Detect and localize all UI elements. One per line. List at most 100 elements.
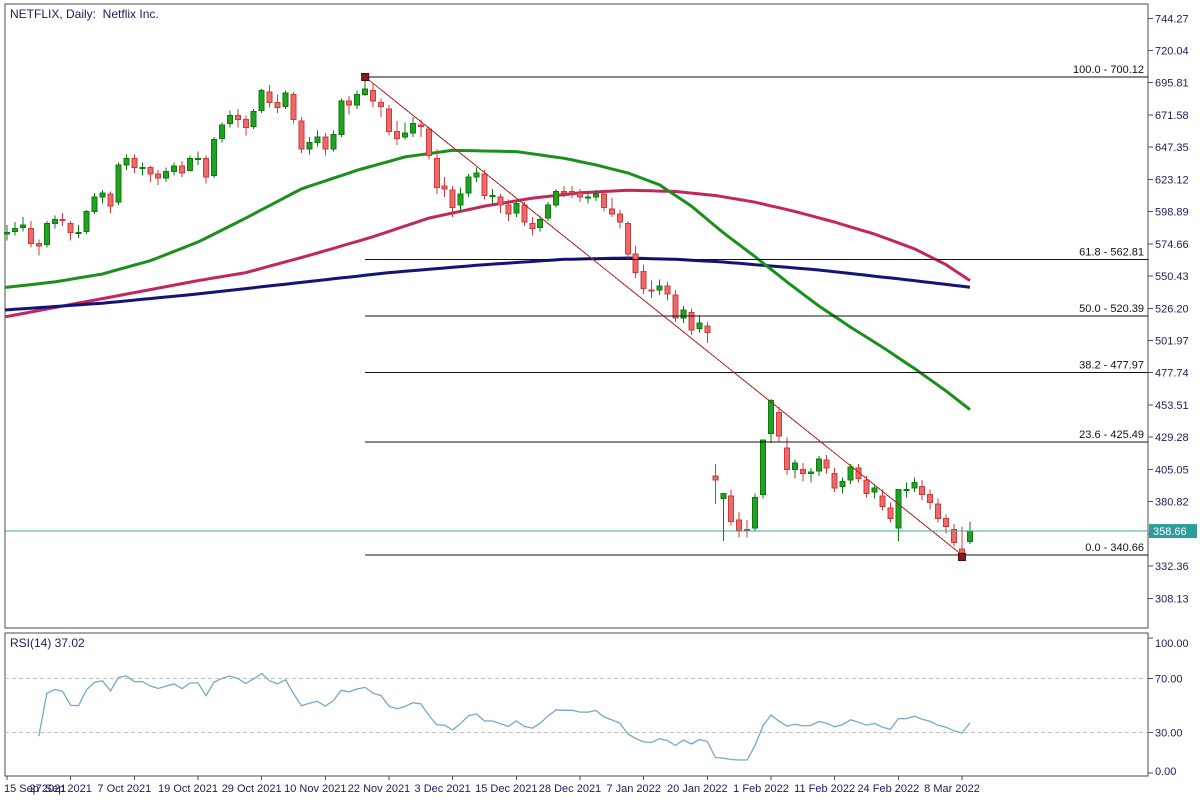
bear-candle [664, 285, 671, 295]
bull-candle [163, 171, 170, 179]
fib-level-label: 61.8 - 562.81 [1079, 247, 1144, 259]
bear-candle [831, 472, 838, 489]
bull-candle [847, 466, 854, 481]
bear-candle [927, 494, 934, 504]
date-axis-label: 28 Dec 2021 [539, 783, 601, 795]
bear-candle [131, 157, 138, 169]
ma-navy-line [5, 256, 971, 312]
price-axis-label: 501.97 [1155, 335, 1189, 347]
ma-green-line [5, 148, 971, 411]
bear-candle [266, 91, 273, 103]
current-price-badge [1149, 524, 1197, 539]
bear-candle [378, 101, 384, 107]
date-axis-label: 15 Dec 2021 [475, 783, 537, 795]
fib-anchor-end[interactable] [958, 553, 966, 561]
bear-candle [863, 479, 870, 494]
bull-candle [409, 123, 416, 134]
chart-title: NETFLIX, Daily: Netflix Inc. [10, 7, 159, 21]
bull-candle [115, 164, 122, 203]
bear-candle [823, 459, 830, 469]
bear-candle [449, 189, 456, 208]
bull-candle [903, 488, 910, 492]
rsi-axis-label: 0.00 [1155, 766, 1176, 778]
bull-candle [720, 492, 727, 500]
fib-anchor-start[interactable] [361, 72, 370, 81]
bull-candle [752, 496, 759, 529]
price-axis-label: 623.12 [1155, 174, 1189, 186]
bear-candle [394, 131, 400, 139]
bull-candle [362, 88, 369, 95]
price-axis-label: 526.20 [1155, 303, 1189, 315]
bear-candle [776, 411, 782, 437]
rsi-indicator-label: RSI(14) 37.02 [10, 636, 85, 650]
bull-candle [592, 193, 599, 198]
bull-candle [537, 218, 544, 228]
bull-candle [465, 176, 472, 194]
bear-candle [433, 157, 440, 189]
rsi-pane[interactable] [4, 632, 1149, 777]
price-axis-label: 332.36 [1155, 561, 1189, 573]
bear-candle [728, 495, 735, 522]
bear-candle [616, 213, 623, 223]
bear-candle [441, 185, 448, 190]
bear-candle [577, 192, 583, 198]
bull-candle [19, 224, 26, 229]
bear-candle [59, 218, 66, 222]
bull-candle [282, 92, 289, 107]
bull-candle [895, 488, 902, 529]
bear-candle [274, 101, 281, 109]
fib-level-label: 23.6 - 425.49 [1079, 429, 1144, 441]
bull-candle [306, 141, 313, 150]
bear-candle [346, 100, 353, 106]
bear-candle [943, 518, 950, 528]
bear-candle [855, 467, 862, 480]
bear-candle [505, 204, 512, 215]
bull-candle [473, 172, 480, 178]
bull-candle [457, 193, 464, 206]
bear-candle [959, 548, 965, 554]
bear-candle [322, 136, 329, 150]
price-axis-label: 671.58 [1155, 110, 1189, 122]
price-axis-label: 598.89 [1155, 207, 1189, 219]
bear-candle [386, 108, 392, 133]
bear-candle [688, 312, 695, 331]
price-axis-label: 550.43 [1155, 271, 1189, 283]
bear-candle [67, 222, 74, 234]
bear-candle [425, 128, 432, 157]
bear-candle [234, 115, 241, 121]
bear-candle [648, 289, 655, 292]
bull-candle [967, 530, 973, 542]
bear-candle [879, 495, 886, 508]
bull-candle [489, 195, 496, 197]
price-axis-label: 695.81 [1155, 78, 1189, 90]
bull-candle [314, 136, 321, 143]
price-axis-label: 720.04 [1155, 46, 1189, 58]
bull-candle [513, 203, 520, 214]
rsi-line [38, 672, 971, 761]
bull-candle [807, 471, 814, 474]
rsi-axis-label: 70.00 [1155, 674, 1183, 686]
bear-candle [155, 173, 162, 179]
bear-candle [27, 228, 34, 244]
bear-candle [521, 204, 528, 223]
bear-candle [35, 242, 42, 247]
bear-candle [497, 196, 504, 206]
bull-candle [553, 191, 560, 206]
bull-candle [911, 482, 918, 489]
bear-candle [569, 191, 575, 194]
bull-candle [815, 458, 822, 472]
date-axis-label: 11 Feb 2022 [794, 783, 855, 795]
date-axis-label: 27 Sep 2021 [29, 783, 91, 795]
bear-candle [203, 157, 209, 178]
bear-candle [298, 120, 305, 150]
bear-candle [712, 475, 719, 481]
date-axis-label: 15 Sep 2021 [4, 783, 66, 795]
bull-candle [139, 167, 146, 170]
bear-candle [704, 325, 711, 333]
date-axis-label: 1 Feb 2022 [733, 783, 789, 795]
bull-candle [187, 157, 193, 171]
bear-candle [672, 294, 679, 319]
ma-crimson-line [5, 188, 971, 318]
